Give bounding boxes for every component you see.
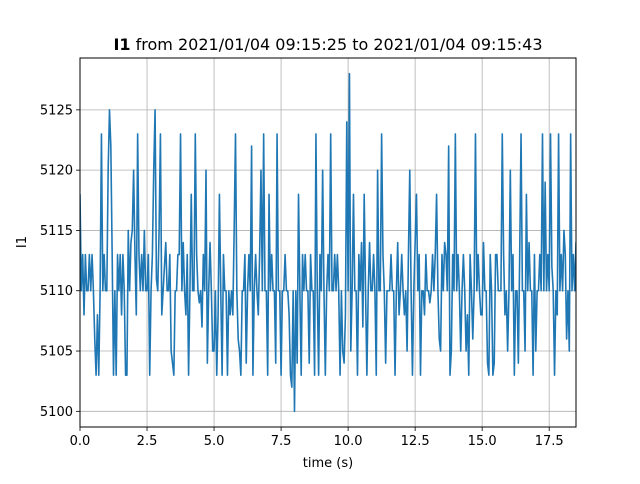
plot-area-frame	[79, 57, 577, 428]
x-tick-label: 12.5	[401, 434, 430, 449]
series-line-I1	[80, 72, 576, 413]
grid-lines	[79, 58, 576, 427]
y-tick-label: 5115	[40, 224, 73, 239]
x-tick-label: 15.0	[468, 434, 497, 449]
x-tick-label: 2.5	[137, 434, 158, 449]
y-tick-label: 5125	[40, 103, 73, 118]
chart-title-rest: from 2021/01/04 09:15:25 to 2021/01/04 0…	[131, 35, 543, 54]
series-line-group	[80, 72, 576, 413]
y-tick-label: 5105	[40, 345, 73, 360]
x-tick-label: 0.0	[70, 434, 91, 449]
x-tick-label: 10.0	[334, 434, 363, 449]
x-tick-label: 5.0	[204, 434, 225, 449]
x-axis-ticks: 0.0 2.5 5.0 7.5 10.0 12.5 15.0 17.5	[70, 427, 564, 449]
chart-title: I1 from 2021/01/04 09:15:25 to 2021/01/0…	[113, 35, 542, 54]
x-tick-label: 17.5	[535, 434, 564, 449]
x-tick-label: 7.5	[271, 434, 292, 449]
y-tick-label: 5110	[40, 284, 73, 299]
chart-title-bold: I1	[113, 35, 130, 54]
y-axis-ticks: 5100 5105 5110 5115 5120 5125	[40, 103, 80, 420]
y-tick-label: 5100	[40, 405, 73, 420]
x-axis-label: time (s)	[303, 456, 353, 471]
y-tick-label: 5120	[40, 164, 73, 179]
y-axis-label: I1	[15, 236, 30, 248]
